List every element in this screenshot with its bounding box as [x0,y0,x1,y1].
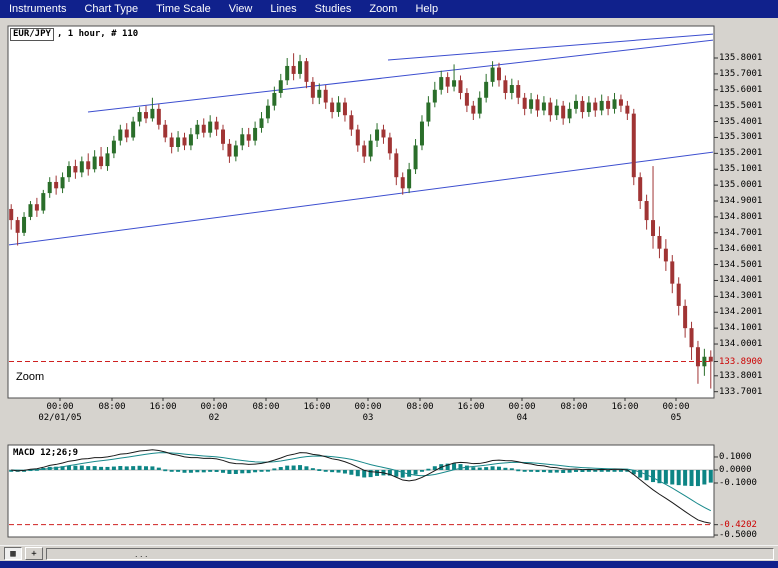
menu-item-help[interactable]: Help [415,3,439,15]
chart-window-button[interactable]: ▦ [4,547,22,560]
price-axis-ticks [714,57,718,393]
macd-study-label: MACD 12;26;9 [13,448,79,458]
taskbar-strip [0,561,778,568]
main-chart-frame [7,25,715,399]
macd-histogram [9,463,713,487]
chart-title-detail: , 1 hour, # 110 [53,29,142,40]
chart-title: EUR/JPY , 1 hour, # 110 [10,28,142,41]
zoom-mode-label: Zoom [16,371,45,383]
status-message-field: . . . [46,547,774,560]
candlesticks [9,53,713,389]
price-chart-region[interactable] [8,26,714,398]
zoom-tool-button[interactable]: + [25,547,43,560]
menu-item-zoom[interactable]: Zoom [369,3,398,15]
menu-item-view[interactable]: View [228,3,253,15]
macd-axis-ticks [714,456,718,536]
menu-bar: Instruments Chart Type Time Scale View Lines… [0,0,778,18]
status-bar: ▦ + . . . [0,545,778,561]
macd-signal-line [11,452,712,512]
macd-main-line [11,449,711,524]
macd-lines [11,449,712,524]
menu-item-chart-type[interactable]: Chart Type [84,3,139,15]
menu-item-studies[interactable]: Studies [314,3,352,15]
macd-frame [7,444,715,538]
trend-lines [9,33,713,246]
instrument-symbol: EUR/JPY [10,28,54,41]
menu-item-lines[interactable]: Lines [270,3,297,15]
menu-item-time-scale[interactable]: Time Scale [156,3,211,15]
time-axis-ticks [59,398,677,401]
menu-item-instruments[interactable]: Instruments [9,3,67,15]
macd-panel-region[interactable] [8,445,714,537]
